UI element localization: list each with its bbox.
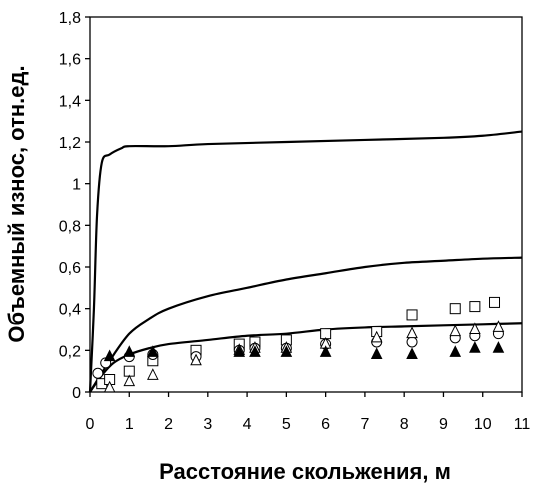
- x-tick-label: 2: [164, 416, 173, 433]
- filled-triangle-marker: [249, 345, 261, 357]
- y-tick-label: 1: [72, 177, 81, 194]
- y-tick-label: 1,6: [59, 52, 81, 69]
- triangle-marker: [190, 353, 202, 366]
- fit-curve-2: [89, 256, 523, 393]
- x-tick-label: 11: [514, 416, 531, 433]
- triangle-marker: [406, 326, 418, 339]
- y-tick-label: 1,2: [59, 135, 81, 152]
- square-marker: [449, 303, 461, 315]
- fitted-curves: [88, 130, 523, 393]
- triangle-marker: [103, 380, 116, 393]
- circle-marker: [406, 336, 418, 348]
- triangle-marker: [147, 368, 159, 380]
- x-tick-label: 8: [400, 416, 409, 433]
- filled-triangle-marker: [319, 345, 332, 357]
- y-tick-label: 0,6: [59, 260, 81, 277]
- x-tick-label: 7: [360, 416, 369, 433]
- triangle-marker: [469, 322, 481, 334]
- filled-triangle-marker: [233, 345, 246, 357]
- x-tick-label: 0: [86, 416, 95, 433]
- y-tick-label: 1,8: [59, 10, 81, 27]
- x-tick-label: 10: [474, 416, 492, 433]
- y-tick-label: 0,4: [59, 302, 81, 319]
- square-marker: [406, 309, 418, 321]
- filled-triangle-marker: [469, 341, 481, 353]
- y-tick-label: 0,2: [59, 343, 81, 360]
- filled-triangle-marker: [492, 341, 505, 353]
- y-axis-ticks: 0 0,2 0,4 0,6 0,8 1 1,2 1,4 1,6 1,8: [59, 10, 90, 402]
- triangle-marker: [492, 320, 505, 332]
- y-tick-label: 0: [72, 385, 81, 402]
- fit-curve-1: [88, 130, 523, 393]
- filled-triangle-marker: [370, 347, 383, 359]
- filled-triangle-marker: [280, 345, 293, 357]
- triangle-marker: [449, 324, 462, 337]
- triangle-marker: [370, 330, 383, 343]
- x-tick-label: 9: [439, 416, 448, 433]
- y-axis-title: Объемный износ, отн.ед.: [4, 65, 29, 342]
- y-tick-label: 0,8: [59, 218, 81, 235]
- fit-curve-3: [89, 322, 523, 393]
- plot-frame: [89, 16, 523, 393]
- plot-border: [89, 16, 523, 393]
- x-tick-label: 4: [243, 416, 252, 433]
- x-axis-title: Расстояние скольжения, м: [159, 459, 451, 484]
- filled-triangle-marker: [103, 349, 116, 362]
- square-marker: [489, 296, 501, 308]
- x-tick-label: 6: [321, 416, 330, 433]
- filled-triangle-marker: [449, 345, 462, 357]
- x-tick-label: 1: [125, 416, 134, 433]
- x-tick-label: 3: [203, 416, 212, 433]
- filled-triangle-marker: [406, 347, 418, 359]
- x-axis-ticks: 0 1 2 3 4 5 6 7 8 9 10 11: [86, 392, 531, 433]
- y-tick-label: 1,4: [59, 93, 81, 110]
- square-marker: [469, 301, 481, 313]
- triangle-marker: [123, 374, 136, 387]
- measured-points: [92, 296, 505, 393]
- circle-marker: [92, 367, 104, 379]
- filled-triangle-marker: [147, 345, 159, 357]
- filled-triangle-marker: [123, 345, 136, 357]
- x-tick-label: 5: [282, 416, 291, 433]
